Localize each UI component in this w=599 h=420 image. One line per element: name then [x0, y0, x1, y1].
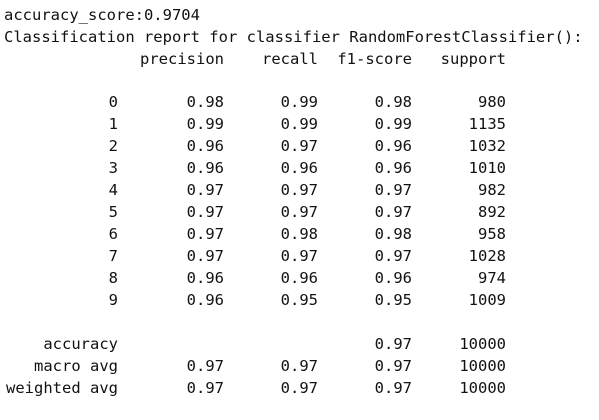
row-label: 8: [108, 269, 118, 287]
precision-cell: 0.96: [186, 137, 224, 155]
row-label: 3: [108, 159, 118, 177]
support-cell: 10000: [459, 379, 506, 397]
precision-cell: 0.98: [186, 93, 224, 111]
f1-score-cell: 0.99: [374, 115, 412, 133]
support-cell: 1135: [468, 115, 506, 133]
recall-cell: 0.97: [280, 357, 318, 375]
f1-score-cell: 0.97: [374, 379, 412, 397]
support-cell: 10000: [459, 357, 506, 375]
f1-score-cell: 0.97: [374, 335, 412, 353]
precision-cell: 0.96: [186, 159, 224, 177]
recall-cell: 0.98: [280, 225, 318, 243]
f1-score-cell: 0.98: [374, 93, 412, 111]
precision-cell: 0.96: [186, 269, 224, 287]
recall-cell: 0.96: [280, 159, 318, 177]
support-cell: 958: [478, 225, 506, 243]
f1-score-cell: 0.97: [374, 247, 412, 265]
support-cell: 980: [478, 93, 506, 111]
header-precision: precision: [140, 50, 224, 68]
row-label: 5: [108, 203, 118, 221]
row-label: 2: [108, 137, 118, 155]
precision-cell: 0.97: [186, 247, 224, 265]
f1-score-cell: 0.97: [374, 181, 412, 199]
recall-cell: 0.99: [280, 93, 318, 111]
f1-score-cell: 0.96: [374, 269, 412, 287]
row-label: 0: [108, 93, 118, 111]
recall-cell: 0.97: [280, 181, 318, 199]
accuracy-score-line: accuracy_score:0.9704: [4, 6, 200, 24]
row-label: 4: [108, 181, 118, 199]
row-label: weighted avg: [6, 379, 118, 397]
row-label: 7: [108, 247, 118, 265]
recall-cell: 0.97: [280, 247, 318, 265]
support-cell: 10000: [459, 335, 506, 353]
row-label: 9: [108, 291, 118, 309]
f1-score-cell: 0.96: [374, 159, 412, 177]
precision-cell: 0.96: [186, 291, 224, 309]
header-support: support: [440, 50, 506, 68]
recall-cell: [244, 333, 318, 355]
support-cell: 892: [478, 203, 506, 221]
f1-score-cell: 0.98: [374, 225, 412, 243]
support-cell: 1028: [468, 247, 506, 265]
f1-score-cell: 0.95: [374, 291, 412, 309]
precision-cell: 0.97: [186, 225, 224, 243]
recall-cell: 0.95: [280, 291, 318, 309]
recall-cell: 0.99: [280, 115, 318, 133]
report-title-line: Classification report for classifier Ran…: [4, 28, 583, 46]
precision-cell: 0.97: [186, 357, 224, 375]
precision-cell: [150, 333, 224, 355]
f1-score-cell: 0.96: [374, 137, 412, 155]
recall-cell: 0.97: [280, 203, 318, 221]
precision-cell: 0.97: [186, 379, 224, 397]
row-label: macro avg: [34, 357, 118, 375]
f1-score-cell: 0.97: [374, 203, 412, 221]
row-label: accuracy: [43, 335, 118, 353]
recall-cell: 0.97: [280, 379, 318, 397]
header-recall: recall: [262, 50, 318, 68]
f1-score-cell: 0.97: [374, 357, 412, 375]
row-label: 6: [108, 225, 118, 243]
support-cell: 982: [478, 181, 506, 199]
header-f1-score: f1-score: [337, 50, 412, 68]
support-cell: 1010: [468, 159, 506, 177]
recall-cell: 0.97: [280, 137, 318, 155]
support-cell: 1009: [468, 291, 506, 309]
support-cell: 974: [478, 269, 506, 287]
support-cell: 1032: [468, 137, 506, 155]
row-label: 1: [108, 115, 118, 133]
precision-cell: 0.97: [186, 203, 224, 221]
recall-cell: 0.96: [280, 269, 318, 287]
precision-cell: 0.99: [186, 115, 224, 133]
precision-cell: 0.97: [186, 181, 224, 199]
